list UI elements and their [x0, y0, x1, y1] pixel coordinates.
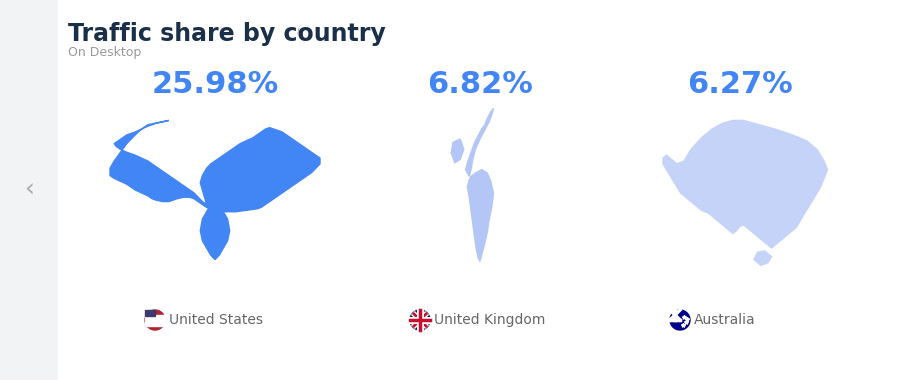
FancyBboxPatch shape — [0, 0, 58, 380]
Bar — [145, 324, 165, 326]
Bar — [145, 318, 165, 320]
Text: United States: United States — [169, 313, 263, 327]
Polygon shape — [663, 120, 826, 248]
Polygon shape — [465, 108, 493, 176]
Text: 25.98%: 25.98% — [152, 70, 278, 99]
Text: On Desktop: On Desktop — [68, 46, 142, 59]
Bar — [145, 310, 154, 316]
Circle shape — [145, 310, 165, 330]
Polygon shape — [467, 169, 493, 261]
Text: i: i — [296, 26, 299, 36]
Polygon shape — [754, 251, 771, 265]
Polygon shape — [200, 202, 230, 260]
Bar — [145, 321, 165, 323]
Text: United Kingdom: United Kingdom — [434, 313, 545, 327]
Text: Traffic share by country: Traffic share by country — [68, 22, 385, 46]
Text: 6.27%: 6.27% — [686, 70, 792, 99]
Text: 6.82%: 6.82% — [426, 70, 532, 99]
Polygon shape — [110, 120, 320, 212]
Bar — [145, 315, 165, 317]
Polygon shape — [450, 139, 463, 163]
Text: Australia: Australia — [693, 313, 754, 327]
Circle shape — [145, 310, 165, 330]
Text: ‹: ‹ — [24, 178, 34, 202]
Circle shape — [669, 310, 689, 330]
Circle shape — [410, 310, 429, 330]
